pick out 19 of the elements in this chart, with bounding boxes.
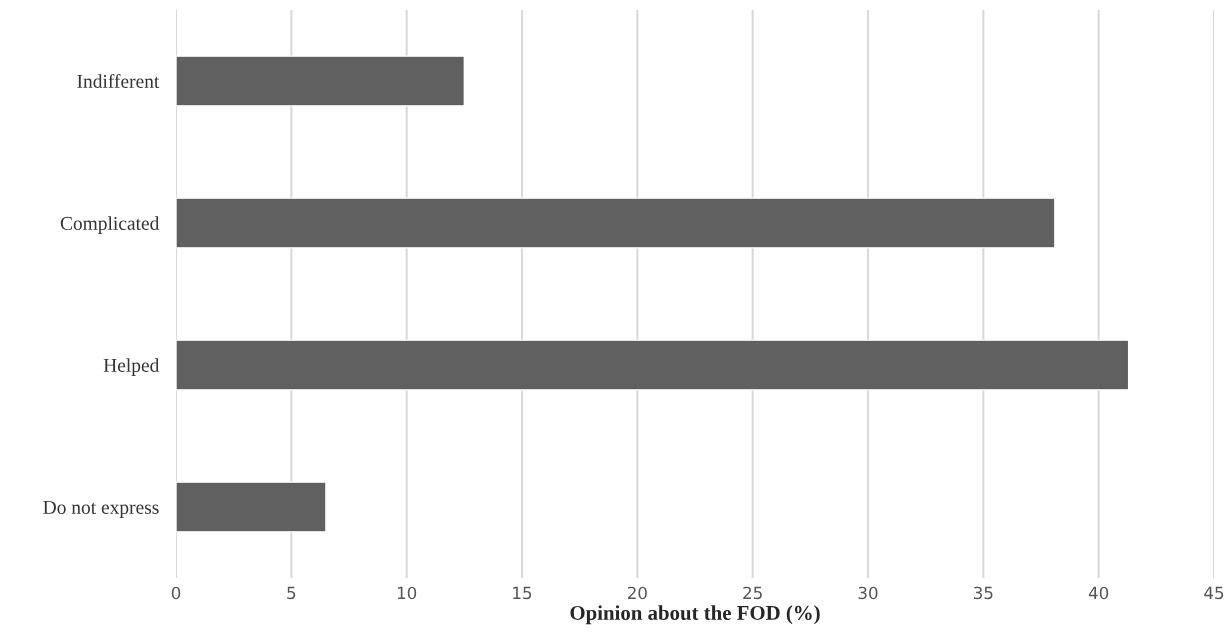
x-tick-label: 35 <box>974 586 993 600</box>
y-tick-label: Complicated <box>60 216 160 234</box>
x-tick-label: 45 <box>1204 586 1224 600</box>
y-tick-label: Indifferent <box>77 74 160 88</box>
bar <box>176 55 466 107</box>
bar <box>176 197 1056 249</box>
bar <box>176 339 1130 391</box>
x-tick-label: 40 <box>1088 586 1109 600</box>
x-tick-label: 10 <box>397 586 417 600</box>
y-tick-label: Do not express <box>43 501 159 518</box>
x-axis-title: Opinion about the FOD (%) <box>570 605 820 625</box>
x-tick-label: 15 <box>513 586 532 600</box>
x-tick-label: 20 <box>627 586 647 600</box>
x-tick-label: 5 <box>287 586 296 600</box>
x-tick-label: 0 <box>171 586 181 600</box>
bar <box>176 481 327 533</box>
y-tick-label: Helped <box>103 358 160 376</box>
x-tick-label: 25 <box>743 586 762 600</box>
x-tick-label: 30 <box>858 586 878 600</box>
